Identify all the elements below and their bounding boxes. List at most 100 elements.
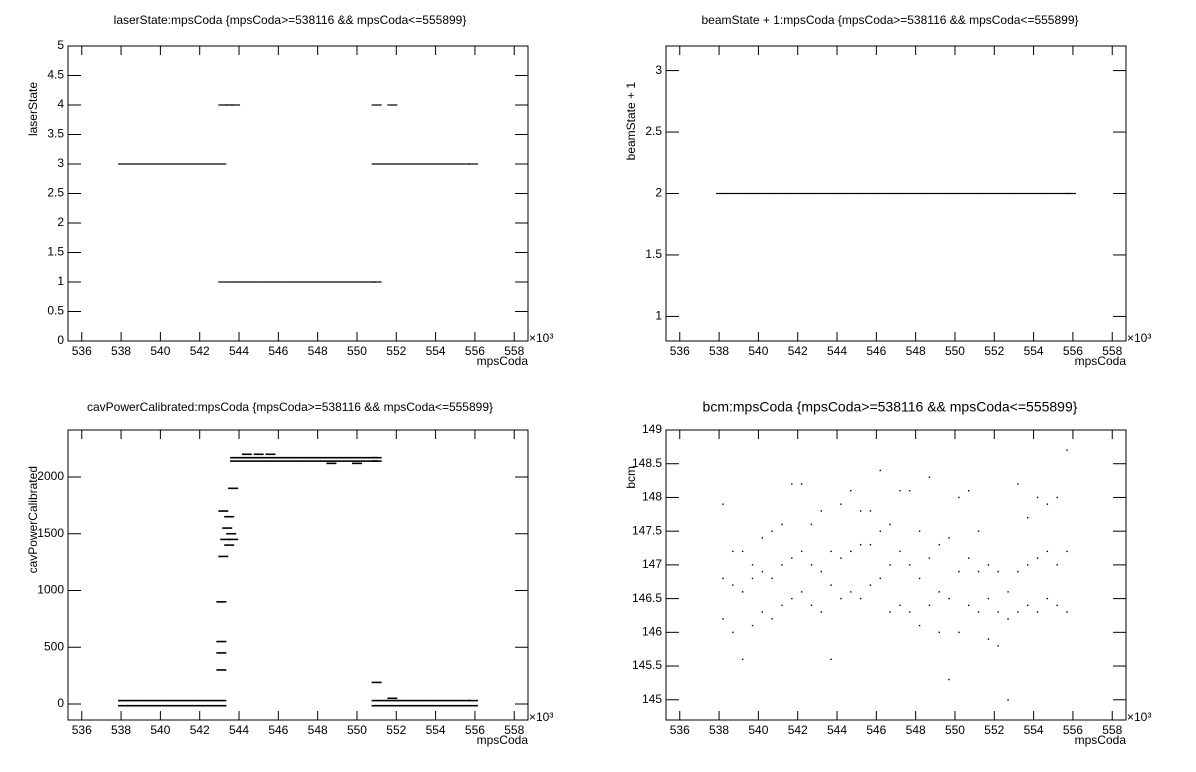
point [253,453,264,456]
point [467,704,478,707]
point [948,597,950,600]
point [1017,483,1019,485]
point [206,704,217,707]
point [391,163,402,165]
point [1060,192,1071,195]
point [1046,503,1049,505]
point [771,618,773,620]
point [765,192,776,195]
point [987,564,990,566]
point [218,555,229,558]
point [228,538,239,541]
point [775,192,786,195]
point [137,163,148,165]
point [843,192,854,195]
plot-panel: bcm:mpsCoda {mpsCoda>=538116 && mpsCoda<… [624,399,1151,747]
point [722,503,724,505]
x-tick-label: 548 [308,344,328,358]
x-tick-label: 548 [308,723,328,737]
point [450,699,461,702]
x-tick-label: 544 [229,723,249,737]
x-tick-label: 546 [866,344,886,358]
point [157,704,168,707]
x-tick-label: 550 [347,723,367,737]
point [137,704,148,707]
x-tick-label: 542 [788,723,808,737]
point [220,538,231,541]
x-tick-label: 536 [670,344,690,358]
point [186,163,197,165]
point [118,163,129,165]
plot-frame [665,429,1127,721]
y-axis-label: bcm [624,466,638,489]
point [326,281,337,283]
point [1010,192,1021,195]
point [371,460,382,462]
point [316,281,327,283]
point [869,510,872,512]
point [859,510,862,512]
point [249,460,260,462]
point [355,281,366,283]
point [958,570,960,573]
point [968,557,970,559]
point [157,699,168,702]
x-tick-label: 540 [748,723,768,737]
point [228,487,239,490]
point [814,192,825,195]
point [196,163,207,165]
y-tick-label: 1 [655,309,662,323]
point [732,550,734,553]
point [306,281,317,283]
point [771,530,773,532]
point [228,281,239,283]
y-tick-label: 1.5 [645,247,662,261]
plot-frame [67,45,529,342]
point [981,192,992,195]
point [237,281,248,283]
point [918,624,921,627]
point [127,163,138,165]
point [410,163,421,165]
point [722,577,724,580]
point [259,460,270,462]
point [230,456,241,459]
y-tick-label: 147 [642,557,662,571]
point [732,631,734,634]
point [987,597,990,600]
point [1065,192,1076,195]
point [226,532,237,535]
x-tick-label: 544 [827,723,847,737]
x-tick-label: 538 [111,344,131,358]
point [800,550,803,553]
point [224,544,235,546]
y-tick-label: 145 [642,692,662,706]
y-tick-label: 1 [57,274,64,288]
point [918,577,921,580]
point [741,550,744,553]
point [810,604,813,607]
point [1066,550,1068,553]
y-tick-label: 2 [655,186,662,200]
point [889,523,891,526]
y-tick-label: 1500 [37,526,64,540]
point [267,281,278,283]
point [277,281,288,283]
point [460,704,471,707]
point [804,192,815,195]
point [1027,564,1029,566]
y-tick-label: 148.5 [632,456,662,470]
x-axis-label: mpsCoda [477,354,529,368]
point [1036,496,1039,499]
point [879,469,881,472]
point [725,192,736,195]
point [971,192,982,195]
point [938,543,940,546]
point [1066,449,1068,451]
point [794,192,805,195]
chart-title: laserState:mpsCoda {mpsCoda>=538116 && m… [114,13,467,27]
point [1056,564,1058,566]
point [450,704,461,707]
point [820,570,822,573]
point [348,460,359,462]
